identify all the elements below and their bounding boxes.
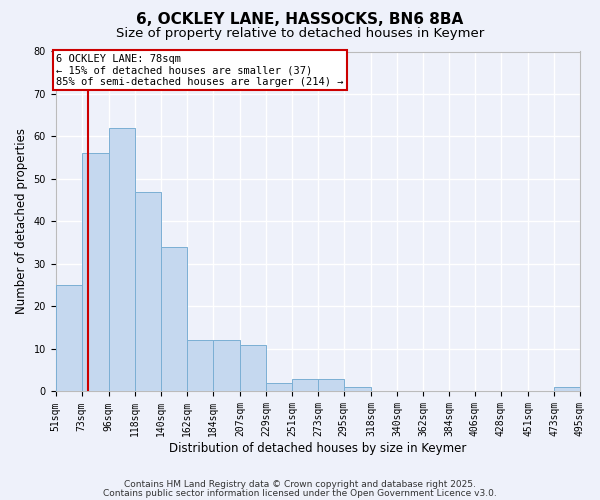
Text: 6, OCKLEY LANE, HASSOCKS, BN6 8BA: 6, OCKLEY LANE, HASSOCKS, BN6 8BA xyxy=(136,12,464,28)
Bar xyxy=(187,340,213,392)
Y-axis label: Number of detached properties: Number of detached properties xyxy=(15,128,28,314)
Bar xyxy=(266,383,292,392)
Bar xyxy=(318,378,344,392)
Bar xyxy=(344,387,371,392)
Text: Contains public sector information licensed under the Open Government Licence v3: Contains public sector information licen… xyxy=(103,489,497,498)
Bar xyxy=(109,128,135,392)
Bar xyxy=(213,340,240,392)
Text: Size of property relative to detached houses in Keymer: Size of property relative to detached ho… xyxy=(116,28,484,40)
Text: Contains HM Land Registry data © Crown copyright and database right 2025.: Contains HM Land Registry data © Crown c… xyxy=(124,480,476,489)
Bar xyxy=(292,378,318,392)
Bar xyxy=(56,285,82,392)
Bar xyxy=(135,192,161,392)
X-axis label: Distribution of detached houses by size in Keymer: Distribution of detached houses by size … xyxy=(169,442,467,455)
Bar xyxy=(82,154,109,392)
Bar xyxy=(240,344,266,392)
Bar xyxy=(161,247,187,392)
Bar xyxy=(554,387,580,392)
Text: 6 OCKLEY LANE: 78sqm
← 15% of detached houses are smaller (37)
85% of semi-detac: 6 OCKLEY LANE: 78sqm ← 15% of detached h… xyxy=(56,54,344,87)
